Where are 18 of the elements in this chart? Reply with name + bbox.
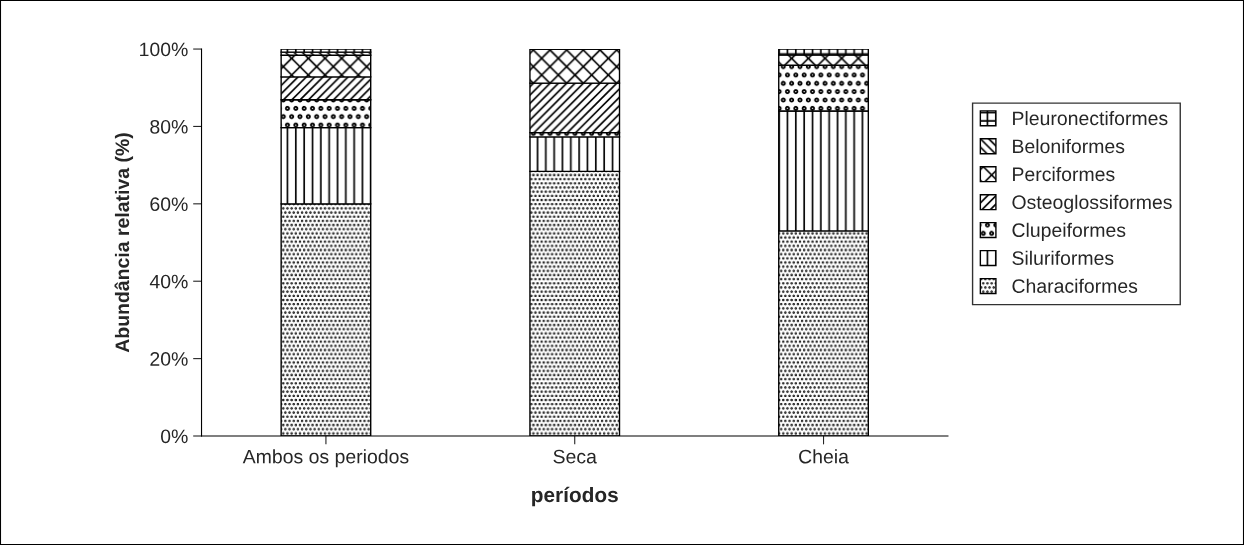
legend-label: Characiformes [1012, 278, 1138, 293]
legend-label: Siluriformes [1012, 250, 1114, 265]
y-tick-label: 60% [150, 197, 188, 212]
y-tick-label: 80% [150, 119, 188, 134]
legend-label: Beloniformes [1013, 138, 1125, 154]
x-tick-label: Cheia [799, 449, 849, 464]
legend-label: Osteoglossiformes [1012, 194, 1172, 213]
x-axis-title: períodos [532, 486, 618, 507]
legend-label: Perciformes [1013, 166, 1115, 182]
y-tick-label: 0% [160, 429, 188, 444]
y-tick-label: 20% [150, 352, 188, 366]
x-tick-label: Seca [553, 449, 597, 464]
legend-label: Pleuronectiformes [1013, 110, 1168, 126]
y-tick-label: 40% [149, 274, 188, 289]
x-tick-label: Ambos os periodos [242, 449, 409, 468]
legend-label: Clupeiformes [1012, 222, 1126, 241]
y-tick-label: 100% [140, 42, 188, 57]
y-axis-title: Abundância relativa (%) [114, 133, 134, 353]
